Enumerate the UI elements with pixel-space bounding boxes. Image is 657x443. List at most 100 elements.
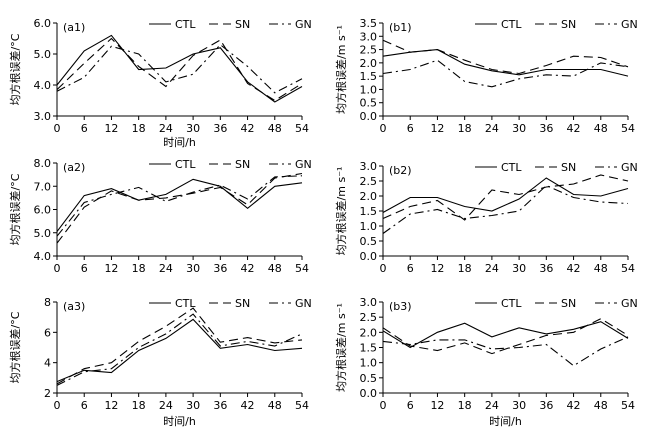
series-line-ctl: [56, 34, 303, 103]
series-line-sn: [56, 37, 303, 102]
x-tick-label: 6: [407, 399, 414, 412]
y-tick-label: 0.5: [360, 97, 378, 110]
x-tick-label: 0: [54, 262, 61, 275]
series-line-sn: [382, 174, 629, 221]
x-tick-label: 30: [186, 399, 200, 412]
x-tick-label: 0: [54, 122, 61, 135]
y-axis-label: 均方根误差/°C: [8, 33, 22, 105]
panel-label: (b2): [389, 164, 412, 177]
x-tick-label: 30: [186, 262, 200, 275]
x-tick-label: 12: [104, 399, 118, 412]
x-tick-label: 24: [159, 399, 173, 412]
panel-label: (b3): [389, 300, 412, 313]
y-tick-label: 2.5: [360, 44, 378, 57]
y-tick-label: 0.0: [360, 387, 378, 400]
x-tick-label: 18: [458, 399, 472, 412]
y-tick-label: 6: [44, 326, 51, 339]
series-line-gn: [382, 336, 629, 367]
x-tick-label: 48: [594, 399, 608, 412]
legend-label-ctl: CTL: [501, 18, 522, 31]
x-tick-label: 54: [295, 399, 309, 412]
legend-label-ctl: CTL: [175, 297, 196, 310]
y-tick-label: 4.0: [34, 250, 52, 263]
y-tick-label: 1.5: [360, 70, 378, 83]
x-tick-label: 24: [159, 262, 173, 275]
legend-label-sn: SN: [561, 297, 576, 310]
y-tick-label: 4.0: [34, 79, 52, 92]
panel-a2: 0 6 12 18 24 30 36 42 48 54 4.0 5.0 6.0 7.0 8.0 (a2) 均方根…: [8, 157, 312, 275]
y-tick-label: 1.5: [360, 342, 378, 355]
y-tick-label: 0.0: [360, 110, 378, 123]
y-axis-label: 均方根误差/°C: [8, 173, 22, 245]
x-tick-label: 12: [104, 122, 118, 135]
x-tick-label: 18: [458, 122, 472, 135]
panel-label: (a3): [63, 300, 85, 313]
legend-label-gn: GN: [621, 161, 638, 174]
x-tick-label: 0: [54, 399, 61, 412]
x-tick-label: 48: [268, 122, 282, 135]
x-tick-label: 54: [621, 399, 635, 412]
x-tick-label: 36: [539, 399, 553, 412]
legend-label-gn: GN: [295, 297, 312, 310]
legend-label-ctl: CTL: [175, 158, 196, 171]
x-tick-label: 54: [621, 262, 635, 275]
y-axis-label: 均方根误差/m s⁻¹: [334, 167, 348, 256]
x-tick-label: 24: [485, 262, 499, 275]
x-tick-label: 42: [567, 399, 581, 412]
y-tick-label: 1.0: [360, 357, 378, 370]
x-tick-label: 18: [132, 262, 146, 275]
x-tick-label: 42: [241, 399, 255, 412]
x-tick-label: 48: [268, 399, 282, 412]
legend-label-sn: SN: [561, 18, 576, 31]
y-tick-label: 1.0: [360, 220, 378, 233]
y-tick-label: 2.0: [360, 57, 378, 70]
x-tick-label: 0: [380, 262, 387, 275]
legend-label-sn: SN: [561, 161, 576, 174]
y-tick-label: 2.5: [360, 311, 378, 324]
x-tick-label: 12: [430, 262, 444, 275]
series-line-sn: [382, 39, 629, 75]
x-tick-label: 24: [159, 122, 173, 135]
panel-b3: 0 6 12 18 24 30 36 42 48 54 0.0 0.5 1.0 1.5 2.0 2.5 3.0 (…: [334, 296, 638, 428]
y-tick-label: 3.5: [360, 17, 378, 30]
x-tick-label: 48: [268, 262, 282, 275]
legend-label-ctl: CTL: [501, 297, 522, 310]
x-tick-label: 42: [567, 262, 581, 275]
y-tick-label: 8: [44, 296, 51, 309]
panel-b2: 0 6 12 18 24 30 36 42 48 54 0.0 0.5 1.0 1.5 2.0 2.5 3.0 (…: [334, 160, 638, 275]
x-tick-label: 6: [81, 399, 88, 412]
y-tick-label: 2.0: [360, 190, 378, 203]
x-tick-label: 54: [295, 122, 309, 135]
y-tick-label: 3.0: [360, 296, 378, 309]
y-tick-label: 8.0: [34, 157, 52, 170]
x-tick-label: 36: [539, 262, 553, 275]
legend-label-gn: GN: [621, 18, 638, 31]
series-line-gn: [56, 43, 303, 94]
panel-label: (a2): [63, 161, 85, 174]
panel-label: (a1): [63, 21, 85, 34]
x-tick-label: 24: [485, 122, 499, 135]
series-line-sn: [56, 307, 303, 385]
x-tick-label: 6: [81, 262, 88, 275]
x-tick-label: 54: [295, 262, 309, 275]
series-line-ctl: [382, 321, 629, 349]
y-tick-label: 6.0: [34, 204, 52, 217]
y-tick-label: 4: [44, 357, 51, 370]
series-line-gn: [56, 313, 303, 386]
y-tick-label: 5.0: [34, 48, 52, 61]
x-tick-label: 18: [458, 262, 472, 275]
series-line-sn: [382, 318, 629, 355]
y-tick-label: 6.0: [34, 17, 52, 30]
legend-label-gn: GN: [295, 18, 312, 31]
x-tick-label: 36: [213, 399, 227, 412]
x-axis-label: 时间/h: [163, 136, 196, 149]
y-tick-label: 1.5: [360, 205, 378, 218]
y-tick-label: 2.5: [360, 175, 378, 188]
x-tick-label: 36: [213, 122, 227, 135]
x-tick-label: 12: [104, 262, 118, 275]
x-tick-label: 42: [241, 262, 255, 275]
y-tick-label: 3.0: [34, 110, 52, 123]
x-tick-label: 48: [594, 262, 608, 275]
y-tick-label: 2.0: [360, 326, 378, 339]
y-tick-label: 3.0: [360, 160, 378, 173]
